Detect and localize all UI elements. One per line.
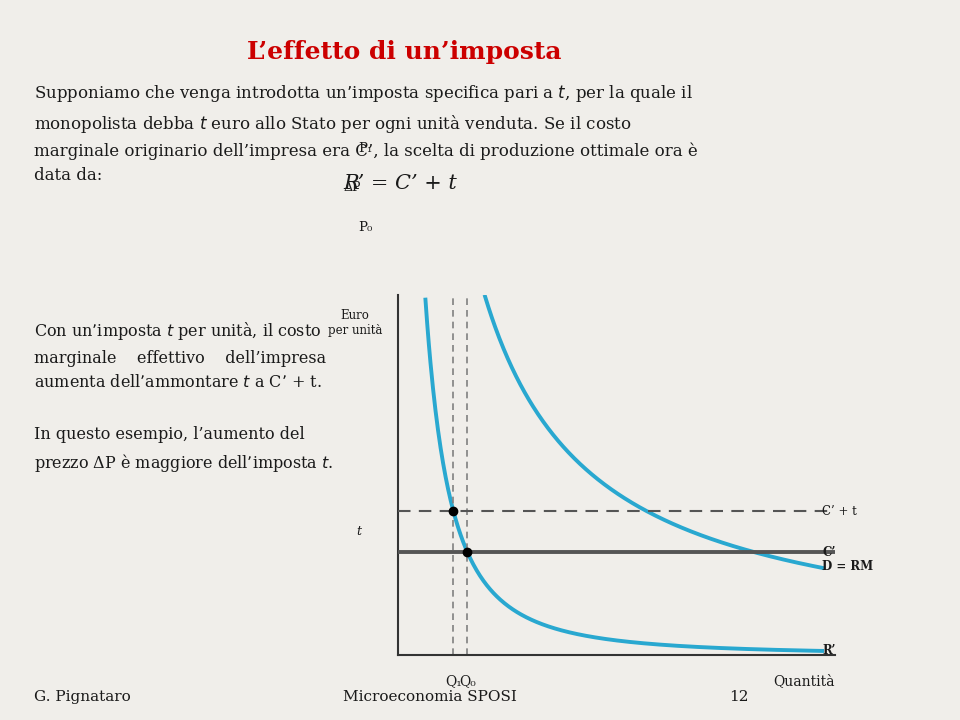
Text: In questo esempio, l’aumento del
prezzo ΔP è maggiore dell’imposta $t$.: In questo esempio, l’aumento del prezzo … <box>35 426 334 474</box>
Text: C’: C’ <box>822 546 835 559</box>
Text: t: t <box>356 526 361 539</box>
Text: 12: 12 <box>730 690 749 704</box>
Text: P₀: P₀ <box>358 220 372 233</box>
Text: Microeconomia SPOSI: Microeconomia SPOSI <box>343 690 516 704</box>
Text: Supponiamo che venga introdotta un’imposta specifica pari a $t$, per la quale il: Supponiamo che venga introdotta un’impos… <box>35 83 698 184</box>
Text: Con un’imposta $t$ per unità, il costo
marginale    effettivo    dell’impresa
au: Con un’imposta $t$ per unità, il costo m… <box>35 320 326 391</box>
Text: ΔP: ΔP <box>344 181 361 194</box>
Text: Euro
per unità: Euro per unità <box>327 309 382 337</box>
Text: G. Pignataro: G. Pignataro <box>35 690 132 704</box>
Text: C’ + t: C’ + t <box>822 505 857 518</box>
Text: R’: R’ <box>822 644 835 657</box>
Text: L’effetto di un’imposta: L’effetto di un’imposta <box>247 40 561 63</box>
Text: Q₀: Q₀ <box>459 674 476 688</box>
Text: Q₁: Q₁ <box>445 674 462 688</box>
Text: P₁: P₁ <box>358 142 372 155</box>
Text: Quantità: Quantità <box>774 674 835 688</box>
Text: R’ = C’ + t: R’ = C’ + t <box>344 174 457 193</box>
Text: D = RM: D = RM <box>822 560 874 573</box>
